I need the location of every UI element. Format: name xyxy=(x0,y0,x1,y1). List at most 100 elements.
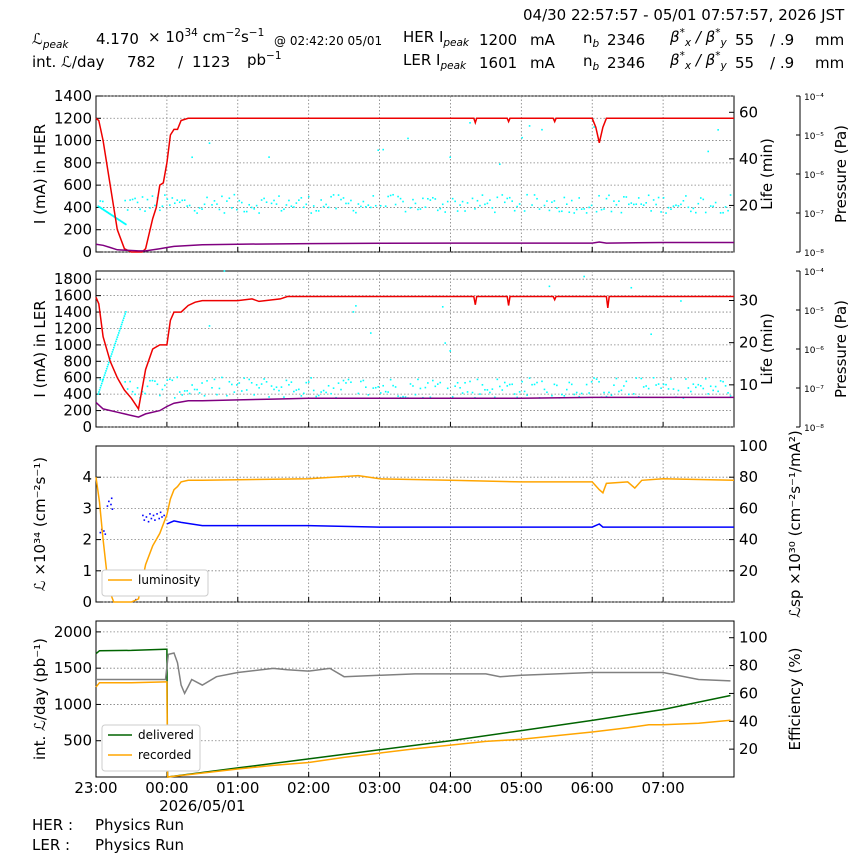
lumi-panel-y2tick-label: 100 xyxy=(739,437,768,455)
her-panel-life-point xyxy=(146,198,149,201)
ler-panel-life-point xyxy=(123,315,126,317)
ler-panel-life-point xyxy=(449,350,451,352)
ler-panel-life-point xyxy=(146,385,149,388)
ler-panel-life-point xyxy=(382,384,384,387)
her-panel-life-point xyxy=(231,207,233,209)
her-panel-life-point xyxy=(665,212,667,214)
ler-panel-life-point xyxy=(377,386,380,388)
her-panel-life-point xyxy=(171,197,174,199)
ler-panel-life-point xyxy=(116,336,119,338)
ler-panel-life-point xyxy=(236,384,238,386)
intlumi-panel-y2tick-label: 20 xyxy=(739,740,758,758)
ler-panel-life-point xyxy=(312,389,315,392)
ler-beta-y-sub: y xyxy=(720,60,727,72)
ler-panel-life-point xyxy=(104,372,107,374)
her-panel-life-point xyxy=(434,198,437,200)
intlumi-panel-y2tick-label: 80 xyxy=(739,657,758,675)
ler-panel-life-point xyxy=(670,378,672,380)
ler-panel-life-point xyxy=(245,389,248,391)
her-panel-life-point xyxy=(441,203,444,206)
ler-panel-life-point xyxy=(523,390,526,393)
ler-panel-life-point xyxy=(645,385,647,387)
her-panel-life-point xyxy=(598,194,600,197)
her-panel-life-point xyxy=(102,200,104,203)
her-panel-life-point xyxy=(285,204,288,206)
her-panel-life-point xyxy=(226,200,228,202)
her-panel-life-point xyxy=(456,210,459,212)
ler-panel-life-point xyxy=(131,390,134,393)
intlumi-panel-legend-box xyxy=(101,724,201,772)
ler-panel-life-point xyxy=(613,384,615,387)
ler-nb-value: 2346 xyxy=(607,54,646,72)
ler-panel-life-point xyxy=(173,397,176,399)
her-panel-life-point xyxy=(511,200,514,202)
ler-beta-y-value: / .9 xyxy=(770,54,795,72)
her-panel-life-point xyxy=(141,196,144,198)
ler-beta-x-symbol: β xyxy=(670,51,680,69)
her-beta-x-value: 55 xyxy=(735,31,755,49)
footer-her-label: HER : xyxy=(32,816,74,834)
ler-panel-life-point xyxy=(518,391,521,393)
ler-panel-life-point xyxy=(662,383,665,386)
intlumi-panel-series-recorded xyxy=(95,681,731,778)
lumi-panel-ytick-label: 2 xyxy=(82,531,92,549)
her-panel-life-point xyxy=(134,197,136,200)
her-panel-life-point xyxy=(372,195,375,197)
ler-panel-life-point xyxy=(268,396,270,398)
ler-panel-life-point xyxy=(250,381,253,384)
ler-panel-y3tick-label: 10⁻⁷ xyxy=(804,385,824,395)
ler-panel-life-point xyxy=(687,387,690,389)
her-panel-ytick-label: 800 xyxy=(63,154,92,172)
ler-panel-life-point xyxy=(216,393,218,396)
ler-beta-unit: mm xyxy=(815,54,845,72)
her-panel-life-point xyxy=(347,202,350,205)
ler-panel-y3tick-label: 10⁻⁶ xyxy=(804,346,824,356)
her-panel-life-point xyxy=(198,207,201,209)
ler-panel-life-point xyxy=(623,385,625,387)
ler-panel-life-point xyxy=(270,385,273,387)
ler-panel-ytick-label: 200 xyxy=(63,402,92,420)
her-panel-life-point xyxy=(414,202,417,205)
ler-panel-life-point xyxy=(124,381,126,383)
ler-panel-life-point xyxy=(320,391,322,393)
her-panel-life-point xyxy=(444,211,447,213)
her-panel-life-point xyxy=(486,202,489,205)
her-panel-life-point xyxy=(563,196,566,199)
her-panel-life-point xyxy=(243,210,246,213)
ler-panel-life-point xyxy=(511,383,514,386)
ler-panel-life-point xyxy=(156,383,159,386)
ler-panel-life-point xyxy=(211,386,213,389)
her-panel-life-point xyxy=(360,205,362,208)
her-panel-life-point xyxy=(161,205,164,207)
her-panel-life-point xyxy=(432,196,434,199)
ler-panel-life-point xyxy=(570,383,573,386)
ler-panel-life-point xyxy=(580,392,583,395)
ler-panel-life-point xyxy=(115,338,118,341)
ler-panel-life-point xyxy=(105,370,107,372)
ler-panel-life-point xyxy=(464,381,466,384)
ler-panel-life-point xyxy=(273,388,275,391)
her-panel-life-point xyxy=(615,204,618,206)
ler-panel-life-point xyxy=(389,378,392,381)
her-panel-ytick-label: 200 xyxy=(63,221,92,239)
ler-panel-life-point xyxy=(436,383,439,385)
her-panel-life-point xyxy=(369,206,372,209)
footer-ler-label: LER : xyxy=(32,836,71,854)
her-panel-life-point xyxy=(583,208,585,210)
ler-panel-life-point xyxy=(387,391,389,393)
lumi-panel-specific-point xyxy=(163,514,165,517)
ler-panel-life-point xyxy=(98,389,101,391)
her-panel-life-point xyxy=(129,199,131,201)
lumi-panel-specific-point xyxy=(152,514,155,517)
her-panel-life-point xyxy=(518,203,521,205)
lpeak-time: @ 02:42:20 05/01 xyxy=(274,34,383,48)
her-panel-life-point xyxy=(699,197,702,199)
ler-panel-life-point xyxy=(397,395,399,397)
ler-panel-life-point xyxy=(494,396,496,399)
her-panel-y2tick-label: 40 xyxy=(739,150,758,168)
her-panel-life-point xyxy=(600,208,603,211)
her-panel-life-point xyxy=(528,125,531,127)
her-panel-life-point xyxy=(352,209,355,212)
her-panel-life-point xyxy=(690,210,692,213)
x-tick-label: 07:00 xyxy=(641,779,684,797)
